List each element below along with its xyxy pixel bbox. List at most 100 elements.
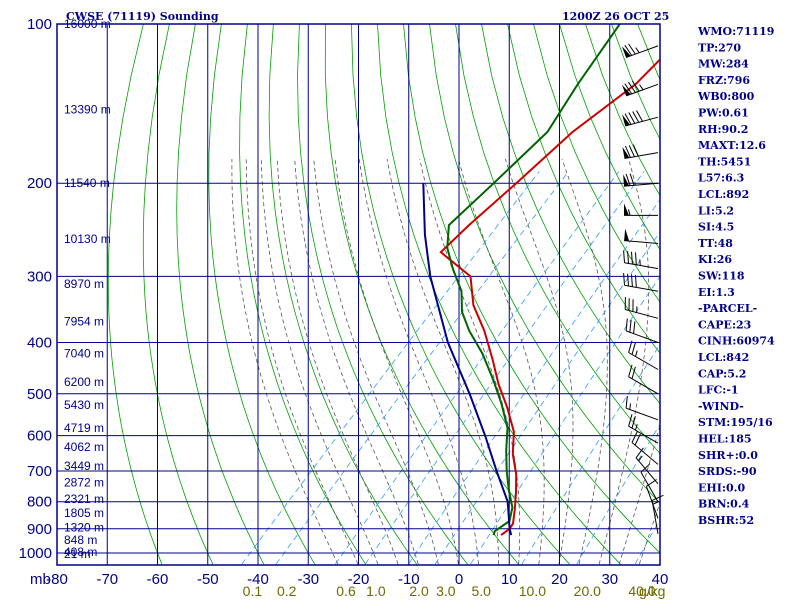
moist-adiabat-line	[294, 158, 419, 565]
index-line: CINH:60974	[698, 335, 775, 348]
index-line: -WIND-	[698, 400, 744, 413]
height-label: 3449 m	[64, 459, 104, 473]
wind-barb-half-feather	[628, 209, 631, 216]
mixing-ratio-line	[576, 423, 660, 565]
wind-barb-feather	[627, 251, 629, 264]
mixing-ratio-tick-label: 0.1	[243, 583, 263, 599]
wind-barb	[623, 173, 659, 187]
wind-barb-feather	[646, 479, 657, 487]
height-label: 7040 m	[64, 347, 104, 361]
mixing-ratio-tick-label: 40.0	[628, 583, 655, 599]
dry-adiabat-line	[239, 24, 367, 565]
height-label: 408 m	[64, 545, 97, 559]
wind-barb-feather	[640, 463, 651, 473]
grid	[57, 24, 660, 565]
wind-barb	[631, 431, 659, 465]
temperature-tick-label: -80	[46, 571, 68, 588]
wind-barb-feather	[631, 431, 638, 443]
wind-barb-feather	[628, 414, 633, 427]
wind-barb-staff	[628, 352, 659, 370]
dry-adiabat-line	[351, 24, 570, 565]
index-line: SI:4.5	[698, 221, 734, 234]
moist-adiabat-line	[245, 158, 359, 565]
wind-barb-feather	[631, 342, 636, 355]
wind-barb	[651, 494, 664, 534]
height-label: 16000 m	[64, 17, 111, 31]
wind-barb-staff	[625, 407, 659, 421]
wind-barb	[623, 272, 659, 292]
moist-adiabat-line	[313, 158, 439, 565]
dry-adiabats	[107, 24, 800, 565]
index-line: RH:90.2	[698, 123, 748, 136]
index-line: -PARCEL-	[698, 302, 757, 315]
index-line: EHI:0.0	[698, 481, 745, 494]
wind-barb-staff	[651, 500, 659, 534]
plot-frame	[56, 23, 661, 566]
temperature-tick-label: -30	[297, 571, 319, 588]
index-line: TP:270	[698, 41, 741, 54]
wind-barb-flag	[624, 203, 629, 216]
moist-adiabats	[231, 158, 660, 565]
index-line: SRDS:-90	[698, 465, 757, 478]
dry-adiabat-line	[377, 24, 621, 565]
wind-barb-feather	[631, 366, 636, 379]
dry-adiabat-line	[507, 24, 660, 354]
wind-barb-feather	[625, 318, 628, 331]
temperature-tick-label: 20	[551, 571, 568, 588]
dry-adiabat-line	[768, 24, 800, 564]
wind-barb-staff	[625, 330, 659, 343]
wind-barb-feather	[624, 145, 631, 158]
wind-barb-feather	[623, 250, 625, 263]
mixing-ratio-tick-label: 5.0	[471, 583, 491, 599]
dry-adiabat-line	[559, 24, 660, 251]
wind-barb-staff	[628, 425, 659, 444]
temperature-tick-label: -10	[398, 571, 420, 588]
dry-adiabat-line	[107, 24, 163, 565]
wind-barb	[635, 447, 659, 485]
parcel-line	[422, 183, 513, 536]
dry-adiabat-line	[176, 24, 265, 565]
wind-barb-half-feather	[635, 47, 640, 53]
temperature-tick-label: 0	[455, 571, 463, 588]
mixing-ratio-tick-label: 0.2	[277, 583, 297, 599]
wind-barb-staff	[625, 309, 659, 319]
wind-barb-feather	[628, 112, 636, 124]
index-line: FRZ:796	[698, 74, 750, 87]
wind-barb-half-feather	[629, 403, 631, 410]
height-label: 1805 m	[64, 506, 104, 520]
wind-barb-feather	[631, 274, 633, 287]
wind-barb-feather	[624, 113, 632, 125]
wind-barb	[628, 414, 659, 444]
temperature-tick-label: -40	[247, 571, 269, 588]
temperature-tick-labels: -80 -70 -60 -50 -40 -30 -20 -10 0 10 20 30 40	[46, 571, 668, 588]
height-label: 2321 m	[64, 492, 104, 506]
moist-adiabat-line	[334, 158, 459, 565]
temperature-tick-label: 10	[501, 571, 518, 588]
moist-adiabat-line	[260, 158, 379, 565]
mixing-ratio-tick-label: 3.0	[436, 583, 456, 599]
wind-barb-feather	[628, 364, 633, 377]
temperature-line	[439, 58, 660, 536]
wind-barb	[624, 203, 658, 216]
height-labels: 16000 m 13390 m 11540 m 10130 m 8970 m 7954 m…	[64, 17, 111, 561]
indices-panel: WMO:71119 TP:270 MW:284 FRZ:796 WB0:800 PW:0.…	[697, 25, 775, 527]
wind-barb-feather	[635, 252, 637, 265]
wind-barb-feather	[623, 272, 625, 286]
height-label: 1320 m	[64, 521, 104, 535]
wind-barb-feather	[628, 81, 636, 93]
moist-adiabat-line	[386, 158, 500, 565]
chart-datetime: 1200Z 26 OCT 25	[562, 10, 669, 23]
wind-barb	[625, 395, 659, 421]
temperature-tick-label: 30	[601, 571, 618, 588]
wind-barb	[640, 463, 659, 502]
index-line: STM:195/16	[698, 416, 773, 429]
wind-barb-feather	[629, 173, 635, 186]
index-line: LCL:892	[698, 188, 749, 201]
pressure-tick-label: 1000	[19, 545, 52, 562]
mixing-ratio-line	[434, 231, 660, 565]
wind-barb-feather	[631, 416, 636, 429]
moist-adiabat-line	[638, 501, 660, 565]
mixing-ratio-tick-label: 20.0	[574, 583, 601, 599]
mixing-ratio-line	[334, 171, 620, 565]
wind-barb-feather	[636, 110, 643, 122]
